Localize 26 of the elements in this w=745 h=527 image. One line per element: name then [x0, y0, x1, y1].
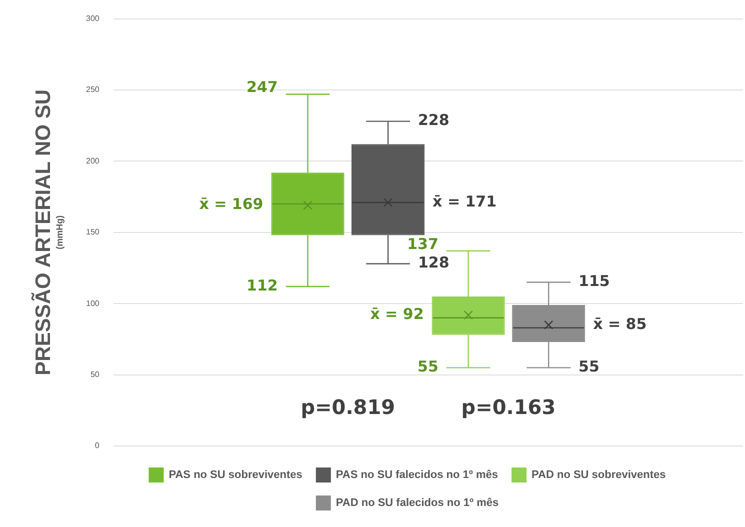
annotation: x̄ = 169 — [199, 195, 264, 214]
y-tick-label: 150 — [86, 228, 100, 237]
annotation: 247 — [246, 78, 278, 96]
y-tick-label: 300 — [86, 14, 100, 24]
legend-label: PAD no SU sobreviventes — [532, 469, 666, 482]
annotation: 228 — [418, 111, 450, 130]
y-axis-title: PRESSÃO ARTERIAL NO SU (mmHg) — [30, 89, 64, 376]
y-tick-label: 50 — [90, 370, 100, 380]
y-tick-label: 100 — [86, 298, 100, 308]
legend-label: PAS no SU falecidos no 1º mês — [336, 469, 498, 482]
legend-label: PAD no SU falecidos no 1º mês — [336, 497, 499, 510]
y-tick-label: 0 — [94, 441, 100, 450]
annotation: x̄ = 171 — [432, 192, 497, 210]
y-tick-label: 250 — [86, 85, 100, 94]
y-tick-label: 200 — [86, 156, 100, 166]
annotation: x̄ = 85 — [593, 314, 647, 333]
annotation: p=0.819 — [300, 395, 396, 420]
annotation: 115 — [578, 272, 610, 290]
annotation: p=0.163 — [461, 395, 556, 420]
annotation: 55 — [418, 358, 438, 376]
annotation: 128 — [418, 254, 450, 272]
annotation: 137 — [407, 234, 438, 253]
annotation: 112 — [246, 276, 278, 294]
annotation: x̄ = 92 — [370, 304, 424, 323]
legend-label: PAS no SU sobreviventes — [168, 469, 302, 482]
annotation: 55 — [578, 358, 600, 376]
